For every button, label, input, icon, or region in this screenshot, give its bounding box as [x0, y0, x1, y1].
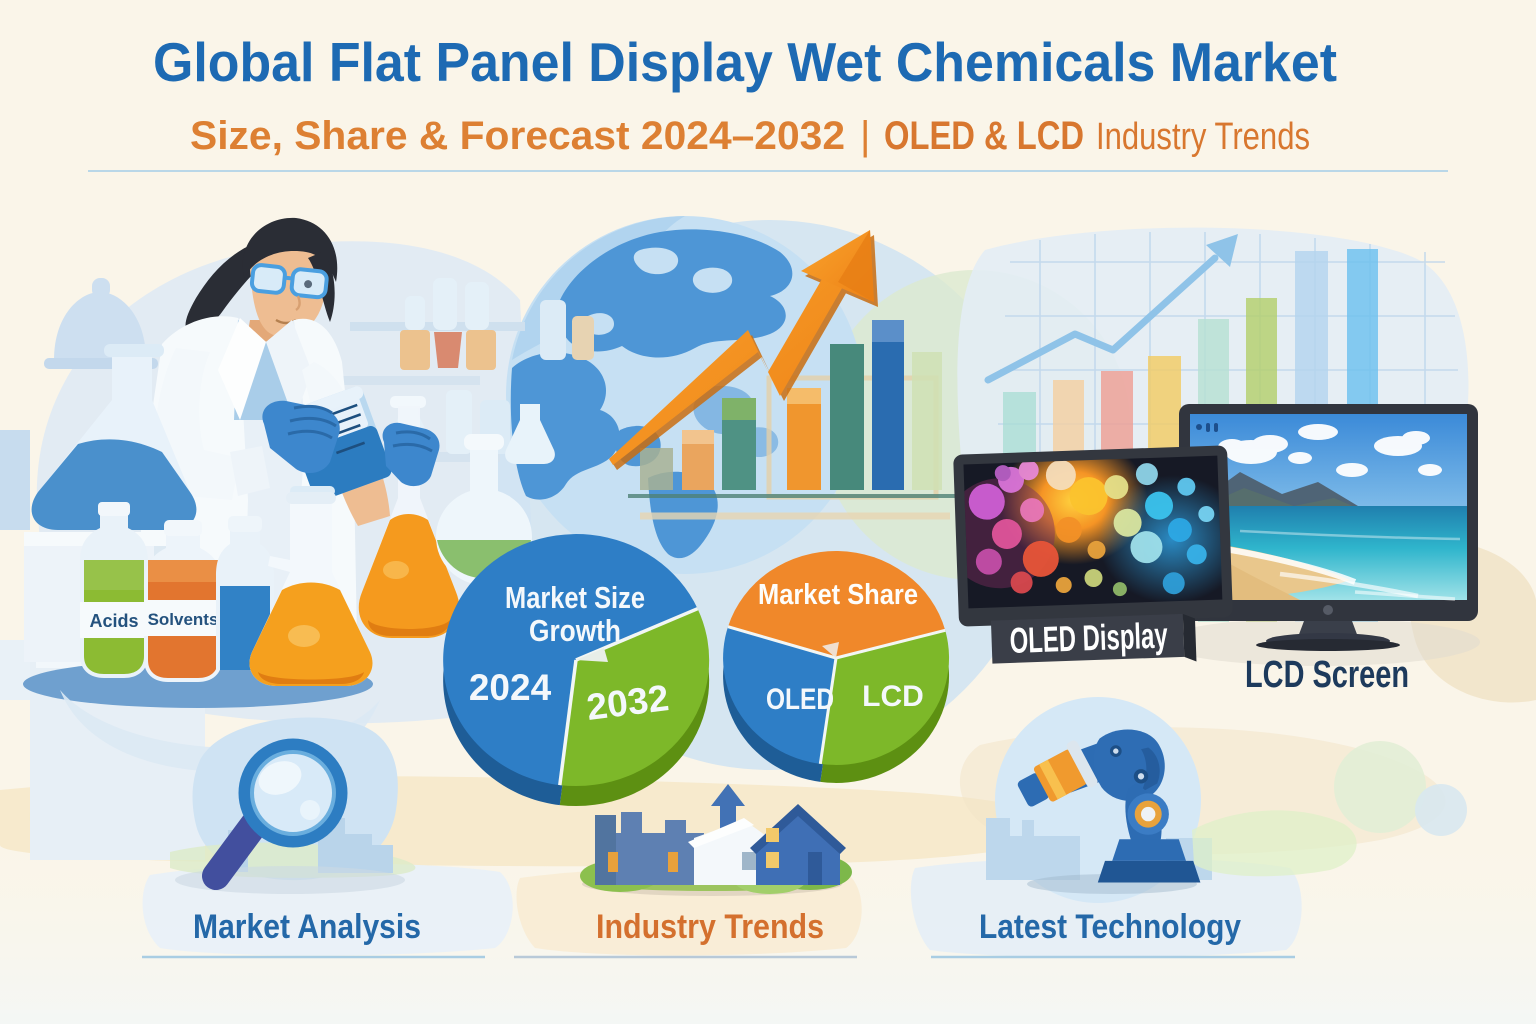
svg-text:2032: 2032 [584, 677, 671, 728]
svg-text:Market Share: Market Share [758, 579, 918, 611]
svg-text:Market Size: Market Size [505, 580, 645, 615]
svg-text:LCD Screen: LCD Screen [1245, 654, 1409, 696]
svg-text:OLED: OLED [766, 683, 834, 716]
svg-text:Latest Technology: Latest Technology [979, 908, 1241, 946]
svg-text:Global Flat Panel Display Wet: Global Flat Panel Display Wet Chemicals … [153, 31, 1337, 93]
svg-text:Industry Trends: Industry Trends [596, 908, 824, 946]
svg-text:Growth: Growth [529, 613, 621, 648]
svg-text:LCD: LCD [862, 680, 924, 713]
svg-text:Solvents: Solvents [148, 610, 219, 629]
svg-text:Size, Share & Forecast 2024–20: Size, Share & Forecast 2024–2032 [190, 114, 845, 158]
svg-text:Market Analysis: Market Analysis [193, 908, 421, 946]
svg-text:OLED Display: OLED Display [1009, 614, 1168, 660]
svg-text:Acids: Acids [89, 611, 138, 631]
svg-text:OLED & LCD: OLED & LCD [884, 114, 1084, 158]
svg-text:2024: 2024 [469, 667, 552, 708]
svg-text:|: | [860, 114, 870, 158]
svg-text:Industry Trends: Industry Trends [1096, 116, 1310, 158]
